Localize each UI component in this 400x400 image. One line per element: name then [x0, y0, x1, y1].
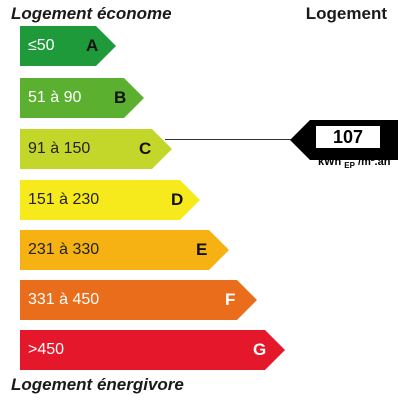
band-d-shape	[20, 180, 200, 220]
indicator-value: 107	[332, 127, 364, 147]
band-c-range: 91 à 150	[28, 140, 91, 157]
indicator-value-box	[316, 126, 380, 148]
band-g-letter: G	[253, 340, 267, 359]
band-b: 51 à 90 B	[20, 78, 144, 118]
band-f-range: 331 à 450	[28, 291, 100, 308]
band-e-letter: E	[196, 240, 208, 259]
band-e: 231 à 330 E	[20, 230, 229, 270]
band-a-arrow	[20, 26, 116, 66]
band-f-shape	[20, 280, 257, 320]
indicator-connector	[165, 139, 295, 140]
indicator-unit-prefix: kWh	[318, 156, 342, 168]
band-f-letter: F	[225, 290, 236, 309]
band-b-range: 51 à 90	[28, 89, 82, 106]
band-c-arrow	[20, 129, 172, 169]
band-b-letter: B	[114, 88, 127, 107]
indicator-unit-suffix: /m².an	[358, 156, 391, 168]
band-f-arrow	[20, 280, 257, 320]
band-c: 91 à 150 C	[20, 129, 172, 169]
band-d-range: 151 à 230	[28, 191, 100, 208]
band-c-letter: C	[139, 139, 152, 158]
energy-intensive-heading: Logement énergivore	[11, 375, 184, 394]
band-a-shape	[20, 26, 116, 66]
band-a-range: ≤50	[28, 37, 55, 54]
band-f: 331 à 450 F	[20, 280, 257, 320]
consumption-indicator: 107	[290, 120, 398, 160]
band-c-shape	[20, 129, 172, 169]
band-a: ≤50 A	[20, 26, 116, 66]
band-b-shape	[20, 78, 144, 118]
band-e-range: 231 à 330	[28, 241, 100, 258]
band-d-letter: D	[171, 190, 184, 209]
band-a-letter: A	[86, 36, 99, 55]
indicator-arrow	[290, 120, 398, 160]
band-e-shape	[20, 230, 229, 270]
indicator-unit-sub: EP	[344, 161, 355, 171]
economical-heading: Logement économe	[11, 4, 172, 23]
band-g-shape	[20, 330, 285, 370]
indicator-unit: kWh EP /m².an	[318, 156, 390, 170]
housing-heading: Logement	[305, 4, 387, 23]
band-d: 151 à 230 D	[20, 180, 200, 220]
band-g: >450 G	[20, 330, 285, 370]
band-b-arrow	[20, 78, 144, 118]
band-g-arrow	[20, 330, 285, 370]
band-g-range: >450	[28, 341, 65, 358]
band-e-arrow	[20, 230, 229, 270]
band-d-arrow	[20, 180, 200, 220]
